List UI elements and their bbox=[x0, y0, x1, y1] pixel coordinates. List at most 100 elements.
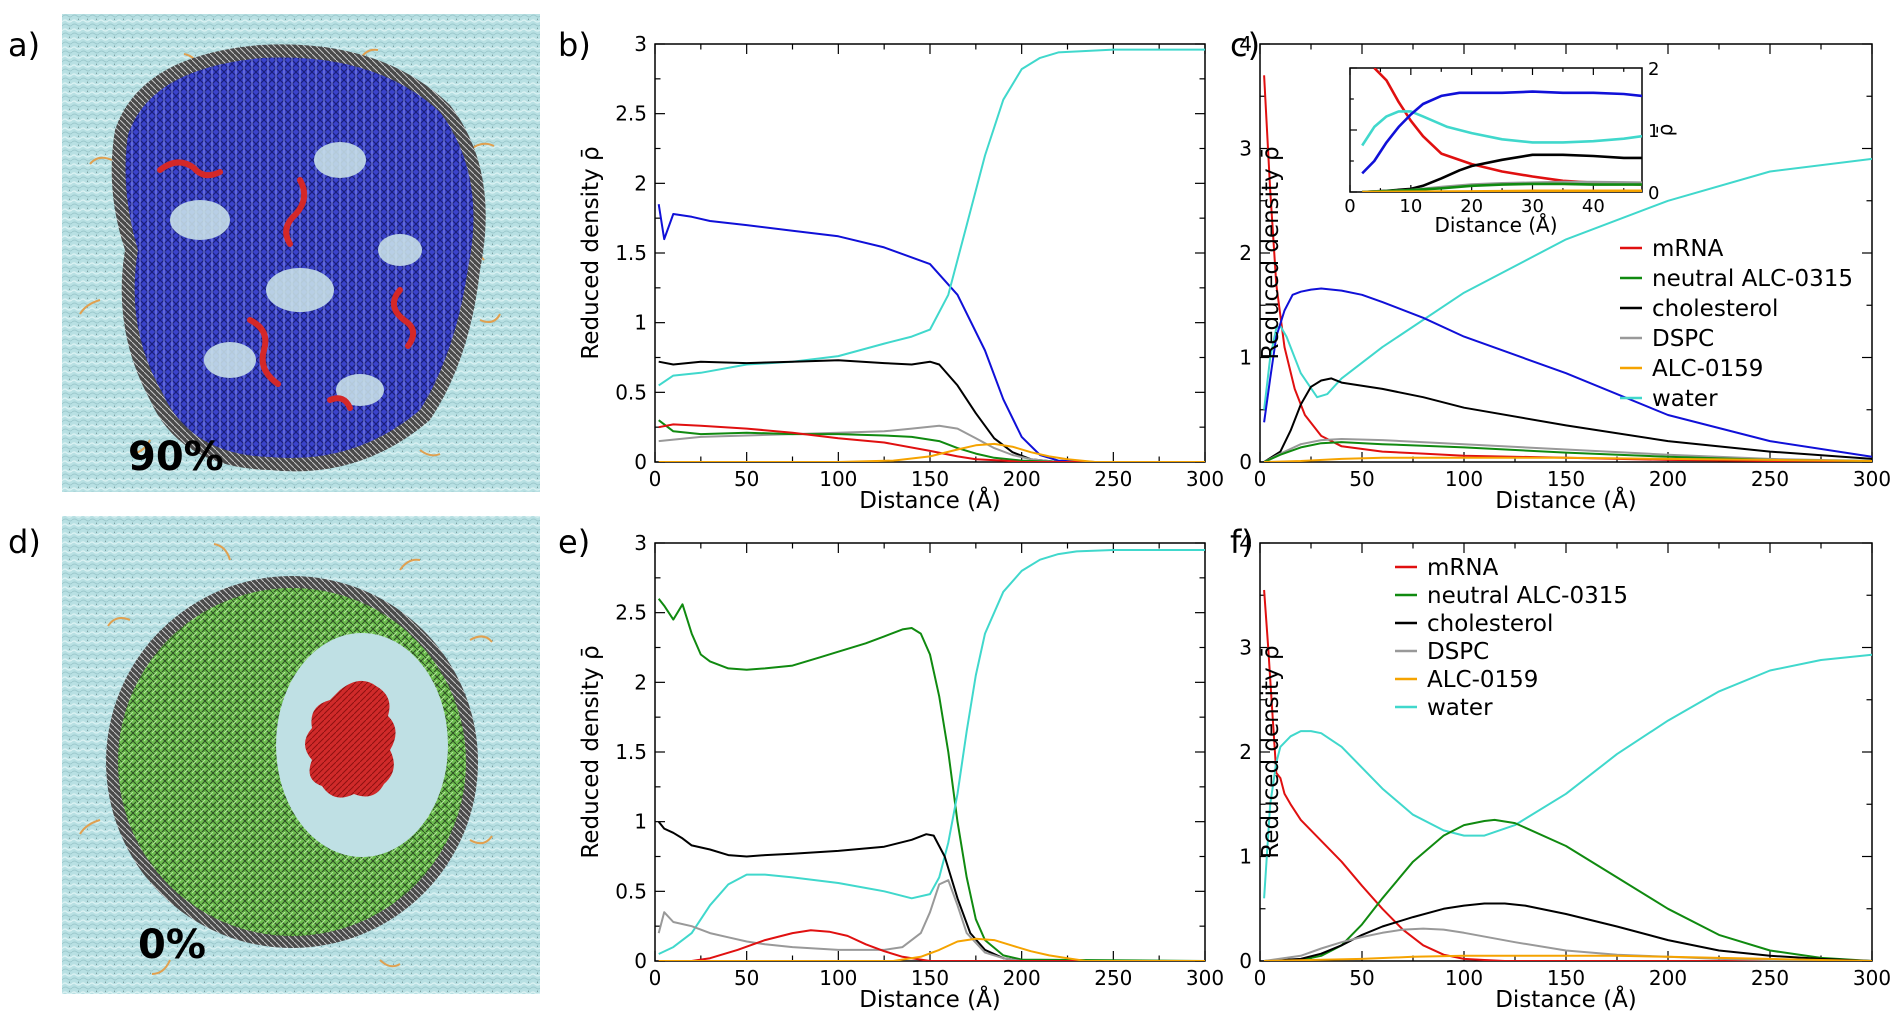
chart-e-xtick-label: 0 bbox=[649, 966, 662, 990]
chart-e-series-alc-0159 bbox=[658, 937, 1205, 961]
chart-e-series-neutral-alc-0315 bbox=[657, 598, 1205, 961]
chart-c-xtick-label: 150 bbox=[1547, 467, 1585, 491]
chart-e-ytick-label: 1 bbox=[634, 810, 647, 834]
chart-c-series-neutral-alc-0315 bbox=[1263, 441, 1872, 462]
chart-c-legend-label-water: water bbox=[1652, 386, 1718, 412]
chart-e-xlabel: Distance (Å) bbox=[859, 985, 1001, 1013]
chart-e-xtick-label: 150 bbox=[911, 966, 949, 990]
chart-f-series-alc-0159 bbox=[1264, 954, 1872, 961]
chart-e: 0 50 100 150 200 250 300 0 0.5 1 1.5 2 2.5 3 Distance … bbox=[578, 531, 1224, 1013]
chart-c-inset-ytick-label: 2 bbox=[1648, 59, 1659, 80]
chart-c-inset-background bbox=[1350, 68, 1642, 192]
snapshot-a-water-pockets bbox=[170, 142, 422, 406]
chart-b-xtick-label: 300 bbox=[1186, 467, 1224, 491]
chart-e-ytick-label: 3 bbox=[634, 531, 647, 555]
chart-e-series-water bbox=[658, 549, 1205, 955]
snapshot-d: 0% bbox=[62, 516, 540, 994]
chart-b-frame bbox=[654, 43, 1206, 463]
chart-c-ytick-label: 4 bbox=[1239, 32, 1252, 56]
panel-label-f: f) bbox=[1230, 523, 1254, 561]
chart-f-series-cholesterol bbox=[1264, 902, 1872, 961]
chart-e-series-dspc bbox=[657, 879, 1205, 961]
snapshot-a-mrna bbox=[157, 159, 417, 411]
chart-f-legend-label-dspc: DSPC bbox=[1427, 639, 1489, 665]
chart-c-ytick-label: 2 bbox=[1239, 241, 1252, 265]
chart-c-xtick-label: 250 bbox=[1751, 467, 1789, 491]
chart-b-ytick-label: 0.5 bbox=[615, 380, 647, 404]
chart-b-ytick-label: 2.5 bbox=[615, 102, 647, 126]
chart-e-ytick-label: 1.5 bbox=[615, 740, 647, 764]
chart-c-series-dspc bbox=[1263, 438, 1872, 462]
chart-e-xtick-label: 250 bbox=[1094, 966, 1132, 990]
chart-f-legend-label-alc-0159: ALC-0159 bbox=[1427, 667, 1538, 693]
chart-c-xtick-label: 0 bbox=[1254, 467, 1267, 491]
chart-c-legend-label-cholesterol: cholesterol bbox=[1652, 296, 1778, 322]
chart-b-ytick-label: 2 bbox=[634, 171, 647, 195]
chart-c-xtick-label: 200 bbox=[1649, 467, 1687, 491]
chart-e-xtick-label: 50 bbox=[734, 966, 759, 990]
chart-f-xtick-label: 300 bbox=[1853, 966, 1891, 990]
chart-e-ytick-label: 2 bbox=[634, 670, 647, 694]
chart-f-legend-label-mrna: mRNA bbox=[1427, 555, 1499, 581]
panel-label-e: e) bbox=[558, 523, 590, 561]
chart-c-xlabel: Distance (Å) bbox=[1495, 486, 1637, 514]
chart-f-series-mrna bbox=[1263, 589, 1872, 961]
chart-b-xtick-label: 0 bbox=[649, 467, 662, 491]
snapshot-d-percent: 0% bbox=[138, 922, 206, 968]
chart-c-ytick-label: 3 bbox=[1239, 137, 1252, 161]
chart-f-xtick-label: 150 bbox=[1547, 966, 1585, 990]
chart-c-inset-xlabel: Distance (Å) bbox=[1434, 213, 1557, 237]
chart-c-inset-series-ionized-alc-0315 bbox=[1361, 90, 1642, 175]
chart-f-legend-label-cholesterol: cholesterol bbox=[1427, 611, 1553, 637]
chart-b-series-alc-0159 bbox=[658, 442, 1205, 462]
snapshot-a: 90% bbox=[62, 14, 540, 492]
chart-b-xtick-label: 100 bbox=[819, 467, 857, 491]
chart-f-xtick-label: 250 bbox=[1751, 966, 1789, 990]
chart-b-series-water bbox=[658, 48, 1205, 387]
chart-e-ytick-label: 0 bbox=[634, 949, 647, 973]
chart-b: 0 50 100 150 200 250 300 0 0.5 1 1.5 2 2.5 3 Distance … bbox=[578, 32, 1224, 514]
chart-b-series-cholesterol bbox=[658, 359, 1205, 462]
chart-f-xtick-label: 0 bbox=[1254, 966, 1267, 990]
chart-b-ylabel: Reduced density ρ̄ bbox=[578, 146, 604, 359]
chart-c-series-water bbox=[1263, 157, 1872, 410]
chart-c-legend-label-alc-0159: ALC-0159 bbox=[1652, 356, 1763, 382]
chart-f-xtick-label: 200 bbox=[1649, 966, 1687, 990]
chart-e-series-cholesterol bbox=[657, 821, 1205, 961]
chart-c-ylabel: Reduced density ρ̄ bbox=[1258, 146, 1284, 359]
chart-c-legend-label-mrna: mRNA bbox=[1652, 236, 1724, 262]
chart-b-ytick-label: 0 bbox=[634, 450, 647, 474]
chart-c-inset-xtick-label: 10 bbox=[1399, 196, 1422, 217]
chart-c-series-cholesterol bbox=[1263, 377, 1872, 462]
chart-c-legend-label-dspc: DSPC bbox=[1652, 326, 1714, 352]
panel-label-c: c) bbox=[1230, 26, 1260, 64]
chart-b-xlabel: Distance (Å) bbox=[859, 486, 1001, 514]
chart-f-legend-label-neutral-alc-0315: neutral ALC-0315 bbox=[1427, 583, 1628, 609]
chart-c-inset-xtick-label: 20 bbox=[1460, 196, 1483, 217]
chart-c-inset-series-group bbox=[1361, 68, 1642, 192]
chart-b-ytick-label: 3 bbox=[634, 32, 647, 56]
chart-b-ytick-label: 1.5 bbox=[615, 241, 647, 265]
chart-f-xlabel: Distance (Å) bbox=[1495, 985, 1637, 1013]
chart-c-xtick-label: 50 bbox=[1349, 467, 1374, 491]
chart-b-series-group bbox=[657, 48, 1205, 462]
chart-c-ytick-label: 0 bbox=[1239, 450, 1252, 474]
chart-c-inset-series-alc-0159 bbox=[1362, 189, 1642, 192]
chart-b-xtick-label: 200 bbox=[1003, 467, 1041, 491]
chart-e-ylabel: Reduced density ρ̄ bbox=[578, 645, 604, 858]
chart-f-ytick-label: 2 bbox=[1239, 740, 1252, 764]
chart-c-inset-xtick-label: 40 bbox=[1582, 196, 1605, 217]
chart-f-series-group bbox=[1263, 589, 1872, 961]
panel-label-b: b) bbox=[558, 26, 591, 64]
chart-c-inset-series-water bbox=[1361, 110, 1642, 147]
panel-label-a: a) bbox=[8, 26, 40, 64]
chart-b-xtick-label: 50 bbox=[734, 467, 759, 491]
chart-c-inset-series-neutral-alc-0315 bbox=[1362, 182, 1642, 192]
chart-c-xtick-label: 300 bbox=[1853, 467, 1891, 491]
snapshot-d-peg-chains bbox=[79, 543, 493, 975]
chart-c-xtick-label: 100 bbox=[1445, 467, 1483, 491]
chart-c-inset-xtick-label: 0 bbox=[1344, 196, 1355, 217]
chart-e-xtick-label: 300 bbox=[1186, 966, 1224, 990]
chart-f-xtick-label: 100 bbox=[1445, 966, 1483, 990]
